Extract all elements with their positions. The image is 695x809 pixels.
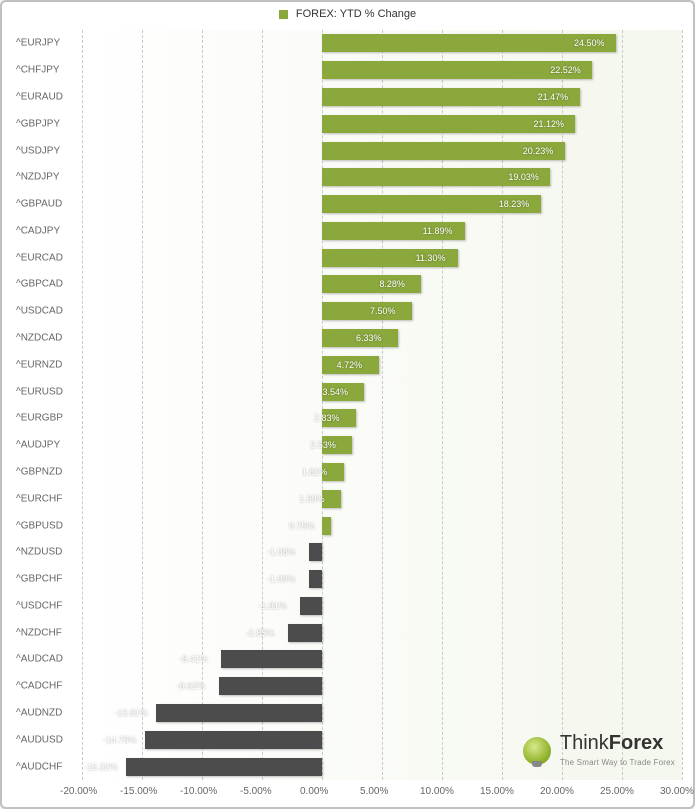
bar-value-label: 11.89%	[423, 226, 453, 236]
bar-value-label: -1.08%	[267, 547, 296, 557]
y-tick-label: ^CHFJPY	[16, 65, 60, 76]
x-tick-label: 30.00%	[660, 786, 694, 797]
bar	[288, 624, 322, 642]
y-tick-label: ^EURNZD	[16, 359, 62, 370]
bar-value-label: 0.75%	[289, 521, 315, 531]
y-tick-label: ^NZDJPY	[16, 172, 60, 183]
bar-value-label: -1.81%	[258, 601, 287, 611]
y-tick-label: ^AUDCHF	[16, 761, 62, 772]
bar	[219, 677, 322, 695]
y-tick-label: ^AUDCAD	[16, 654, 63, 665]
y-tick-label: ^NZDCHF	[16, 627, 62, 638]
bar-value-label: -16.32%	[84, 762, 118, 772]
gridline	[622, 30, 623, 780]
bar-value-label: 4.72%	[337, 360, 363, 370]
x-tick-label: 0.00%	[300, 786, 328, 797]
x-tick-label: -15.00%	[120, 786, 157, 797]
gridline	[682, 30, 683, 780]
bar	[126, 758, 322, 776]
logo-word-forex: Forex	[609, 732, 663, 754]
bar	[156, 704, 322, 722]
y-tick-label: ^USDCAD	[16, 306, 63, 317]
bar	[221, 650, 322, 668]
bar	[322, 275, 421, 293]
bulb-icon	[523, 737, 551, 765]
bar-value-label: -8.62%	[177, 681, 206, 691]
x-tick-label: 10.00%	[420, 786, 454, 797]
y-tick-label: ^EURAUD	[16, 91, 63, 102]
bar	[322, 34, 616, 52]
bar-value-label: 7.50%	[370, 306, 396, 316]
bar	[300, 597, 322, 615]
bar-value-label: 2.83%	[314, 413, 340, 423]
x-tick-label: -5.00%	[240, 786, 272, 797]
y-tick-label: ^EURGBP	[16, 413, 63, 424]
bar-value-label: 22.52%	[550, 65, 581, 75]
bar-value-label: -1.09%	[267, 574, 296, 584]
bar-value-label: -2.85%	[246, 628, 275, 638]
x-tick-label: 25.00%	[600, 786, 634, 797]
y-tick-label: ^GBPJPY	[16, 118, 60, 129]
brand-logo: ThinkForex The Smart Way to Trade Forex	[523, 733, 675, 769]
bar-value-label: 18.23%	[499, 199, 530, 209]
y-tick-label: ^EURCHF	[16, 493, 62, 504]
bar-value-label: 21.12%	[533, 119, 564, 129]
x-tick-label: -20.00%	[60, 786, 97, 797]
x-tick-label: -10.00%	[180, 786, 217, 797]
bar-value-label: 3.54%	[322, 387, 348, 397]
y-tick-label: ^EURCAD	[16, 252, 63, 263]
bar	[309, 543, 322, 561]
bar-value-label: -13.81%	[114, 708, 148, 718]
bar	[322, 302, 412, 320]
bar-value-label: 2.53%	[310, 440, 336, 450]
y-tick-label: ^EURUSD	[16, 386, 63, 397]
y-tick-label: ^NZDUSD	[16, 547, 62, 558]
logo-tagline: The Smart Way to Trade Forex	[560, 758, 675, 767]
bar-value-label: 1.59%	[299, 494, 325, 504]
x-tick-label: 5.00%	[360, 786, 388, 797]
bar-value-label: 1.81%	[302, 467, 328, 477]
bar-value-label: 21.47%	[538, 92, 569, 102]
x-tick-label: 15.00%	[480, 786, 514, 797]
bar	[309, 570, 322, 588]
bar	[145, 731, 322, 749]
y-tick-label: ^GBPCAD	[16, 279, 63, 290]
y-tick-label: ^NZDCAD	[16, 333, 62, 344]
y-tick-label: ^AUDUSD	[16, 734, 63, 745]
bar-value-label: 6.33%	[356, 333, 382, 343]
bar-value-label: 8.28%	[379, 279, 405, 289]
gridline	[202, 30, 203, 780]
y-tick-label: ^GBPAUD	[16, 199, 62, 210]
gridline	[142, 30, 143, 780]
bar-value-label: 11.30%	[416, 253, 446, 263]
y-tick-label: ^CADJPY	[16, 225, 60, 236]
bar-value-label: -14.75%	[103, 735, 137, 745]
y-tick-label: ^CADCHF	[16, 681, 62, 692]
y-tick-label: ^USDJPY	[16, 145, 60, 156]
logo-text: ThinkForex The Smart Way to Trade Forex	[560, 733, 675, 769]
legend-swatch	[279, 10, 288, 19]
legend-label: FOREX: YTD % Change	[296, 8, 416, 20]
bar-value-label: 24.50%	[574, 38, 605, 48]
y-tick-label: ^AUDNZD	[16, 708, 62, 719]
bar-value-label: -8.41%	[179, 654, 208, 664]
y-tick-label: ^GBPUSD	[16, 520, 63, 531]
logo-word-think: Think	[560, 732, 609, 754]
y-tick-label: ^AUDJPY	[16, 440, 60, 451]
y-tick-label: ^EURJPY	[16, 38, 60, 49]
bar-value-label: 19.03%	[508, 172, 539, 182]
chart-container: FOREX: YTD % Change ^EURJPY ^CHFJPY ^EURAU…	[0, 0, 695, 809]
y-tick-label: ^GBPNZD	[16, 466, 62, 477]
x-tick-label: 20.00%	[540, 786, 574, 797]
bar-value-label: 20.23%	[523, 146, 554, 156]
gridline	[82, 30, 83, 780]
chart-legend: FOREX: YTD % Change	[2, 8, 693, 20]
y-tick-label: ^GBPCHF	[16, 574, 62, 585]
bar	[322, 517, 331, 535]
y-tick-label: ^USDCHF	[16, 600, 62, 611]
